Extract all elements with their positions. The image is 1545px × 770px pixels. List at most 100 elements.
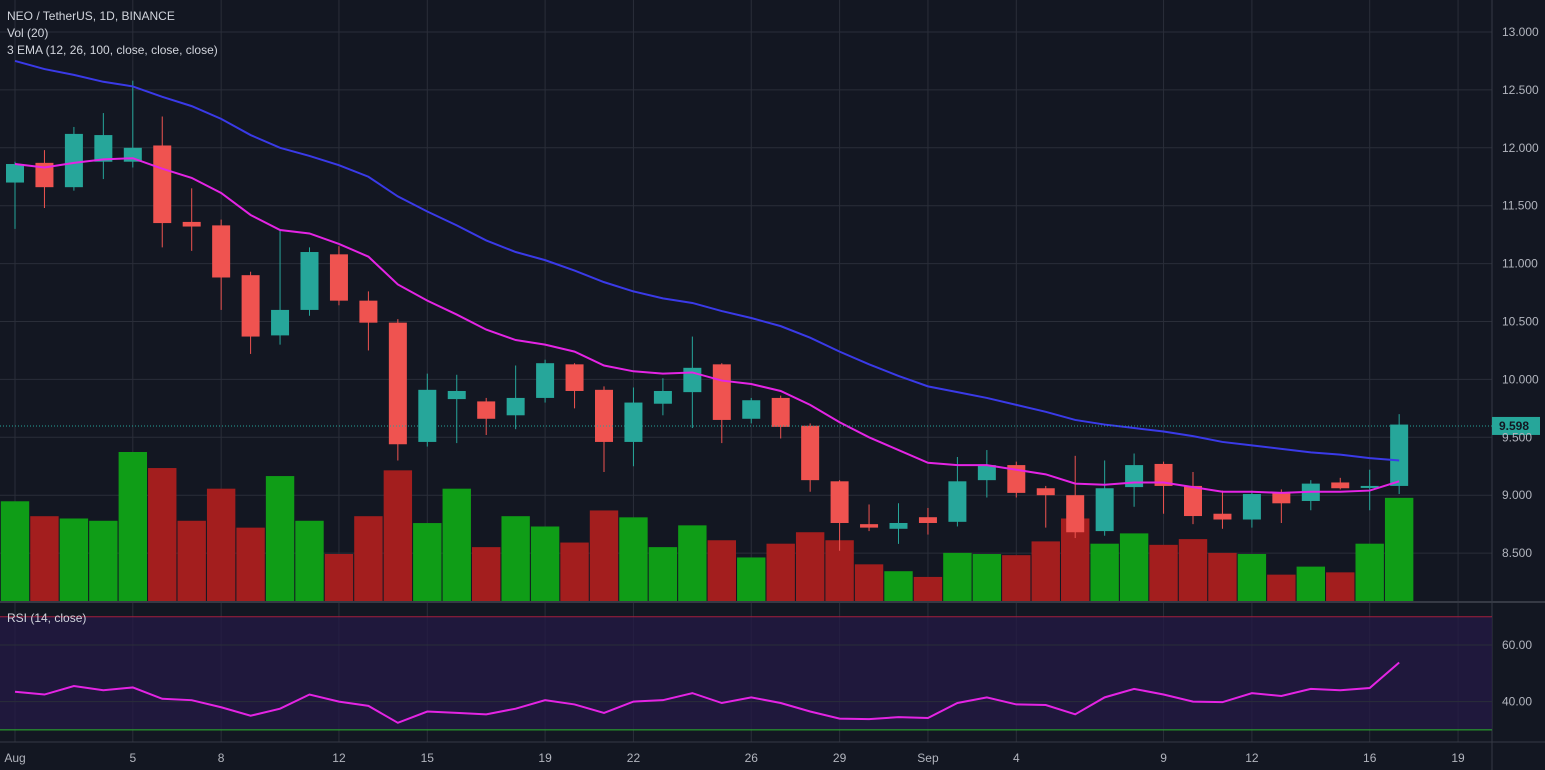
candlesticks[interactable] bbox=[6, 80, 1409, 551]
candle-body[interactable] bbox=[889, 522, 908, 529]
volume-bar bbox=[295, 520, 324, 601]
rsi-tick-label: 60.00 bbox=[1502, 638, 1532, 652]
candle-body[interactable] bbox=[359, 300, 378, 323]
candle-body[interactable] bbox=[182, 221, 201, 227]
ema-lines bbox=[14, 59, 1400, 494]
candle-body[interactable] bbox=[771, 397, 790, 427]
candle-body[interactable] bbox=[653, 390, 672, 404]
candle-body[interactable] bbox=[418, 389, 437, 442]
candle-body[interactable] bbox=[1184, 485, 1202, 517]
candle-body[interactable] bbox=[241, 275, 260, 337]
candle-body[interactable] bbox=[153, 145, 172, 224]
volume-bar bbox=[737, 557, 766, 601]
candle-body[interactable] bbox=[595, 389, 613, 442]
candle-body[interactable] bbox=[271, 309, 290, 336]
candle-body[interactable] bbox=[94, 135, 113, 162]
volume-bar bbox=[1296, 566, 1325, 601]
volume-bar bbox=[177, 520, 206, 601]
candle-body[interactable] bbox=[6, 164, 24, 183]
price-tick-label: 11.500 bbox=[1502, 199, 1538, 213]
time-tick-label: Sep bbox=[917, 751, 939, 765]
rsi-line bbox=[14, 661, 1400, 724]
volume-bar bbox=[707, 540, 736, 601]
price-tick-label: 8.500 bbox=[1502, 546, 1532, 560]
time-tick-label: 12 bbox=[332, 751, 346, 765]
candle-body[interactable] bbox=[830, 481, 849, 523]
volume-bar bbox=[1149, 544, 1178, 601]
candle-body[interactable] bbox=[977, 465, 996, 481]
candle-body[interactable] bbox=[212, 225, 231, 278]
rsi-band-fill bbox=[0, 616, 1492, 730]
volume-bar bbox=[1178, 539, 1208, 601]
candle-body[interactable] bbox=[742, 400, 761, 419]
time-tick-label: 19 bbox=[538, 751, 552, 765]
candle-body[interactable] bbox=[565, 364, 584, 391]
candle-body[interactable] bbox=[1036, 488, 1055, 496]
last-price-label: 9.598 bbox=[1499, 419, 1529, 433]
price-tick-label: 12.000 bbox=[1502, 141, 1539, 155]
candle-body[interactable] bbox=[506, 397, 525, 416]
rsi-legend[interactable]: RSI (14, close) bbox=[7, 611, 87, 625]
ema-legend[interactable]: 3 EMA (12, 26, 100, close, close, close) bbox=[7, 43, 218, 57]
volume-bar bbox=[59, 518, 89, 601]
volume-bar bbox=[530, 526, 560, 601]
volume-bar bbox=[560, 542, 589, 601]
volume-bar bbox=[472, 547, 501, 601]
volume-bar bbox=[324, 554, 354, 601]
candle-body[interactable] bbox=[1360, 485, 1379, 488]
candle-body[interactable] bbox=[1390, 424, 1409, 486]
candle-body[interactable] bbox=[35, 162, 54, 188]
candle-body[interactable] bbox=[1272, 492, 1291, 504]
price-tick-label: 11.000 bbox=[1502, 257, 1538, 271]
volume-bar bbox=[148, 468, 177, 601]
candle-body[interactable] bbox=[860, 524, 879, 528]
price-tick-label: 10.500 bbox=[1502, 315, 1539, 329]
time-tick-label: 15 bbox=[421, 751, 435, 765]
candle-body[interactable] bbox=[300, 252, 319, 310]
symbol-legend[interactable]: NEO / TetherUS, 1D, BINANCE bbox=[7, 9, 175, 23]
time-tick-label: 29 bbox=[833, 751, 847, 765]
candle-body[interactable] bbox=[712, 364, 731, 420]
candle-body[interactable] bbox=[1066, 495, 1085, 533]
candle-body[interactable] bbox=[329, 254, 348, 301]
axes: 8.500 9.000 9.500 10.000 10.500 11.000 11.500 1… bbox=[4, 25, 1539, 765]
candle-body[interactable] bbox=[1095, 488, 1114, 532]
candle-body[interactable] bbox=[948, 481, 967, 522]
volume-bar bbox=[1208, 552, 1237, 601]
candle-body[interactable] bbox=[801, 425, 820, 481]
rsi-tick-label: 40.00 bbox=[1502, 695, 1532, 709]
volume-bar bbox=[854, 564, 884, 601]
time-tick-label: 9 bbox=[1160, 751, 1167, 765]
volume-bar bbox=[236, 527, 265, 601]
volume-bar bbox=[442, 488, 471, 601]
volume-bar bbox=[972, 554, 1002, 601]
time-tick-label: Aug bbox=[4, 751, 25, 765]
candle-body[interactable] bbox=[447, 390, 466, 400]
candle-body[interactable] bbox=[536, 363, 555, 398]
candle-body[interactable] bbox=[1007, 465, 1026, 493]
volume-bar bbox=[413, 523, 442, 601]
candle-body[interactable] bbox=[1331, 482, 1350, 489]
candle-body[interactable] bbox=[624, 402, 643, 442]
candle-body[interactable] bbox=[1154, 463, 1173, 486]
candle-body[interactable] bbox=[1242, 494, 1261, 520]
price-tick-label: 10.000 bbox=[1502, 372, 1539, 386]
rsi-band bbox=[0, 616, 1492, 731]
time-tick-label: 4 bbox=[1013, 751, 1020, 765]
candle-body[interactable] bbox=[1213, 513, 1232, 520]
volume-bar bbox=[913, 576, 943, 601]
time-tick-label: 8 bbox=[218, 751, 225, 765]
candle-body[interactable] bbox=[64, 133, 83, 188]
last-price-tag[interactable] bbox=[1492, 416, 1540, 435]
ema-26-line bbox=[14, 59, 1400, 462]
rsi-line-group bbox=[14, 661, 1400, 724]
price-tick-label: 13.000 bbox=[1502, 25, 1539, 39]
candle-body[interactable] bbox=[477, 401, 496, 419]
candle-body[interactable] bbox=[388, 322, 407, 445]
time-tick-label: 5 bbox=[129, 751, 136, 765]
candle-body[interactable] bbox=[918, 517, 937, 523]
volume-bar bbox=[1002, 555, 1031, 601]
volume-legend[interactable]: Vol (20) bbox=[7, 26, 49, 40]
price-tick-label: 9.000 bbox=[1502, 488, 1532, 502]
